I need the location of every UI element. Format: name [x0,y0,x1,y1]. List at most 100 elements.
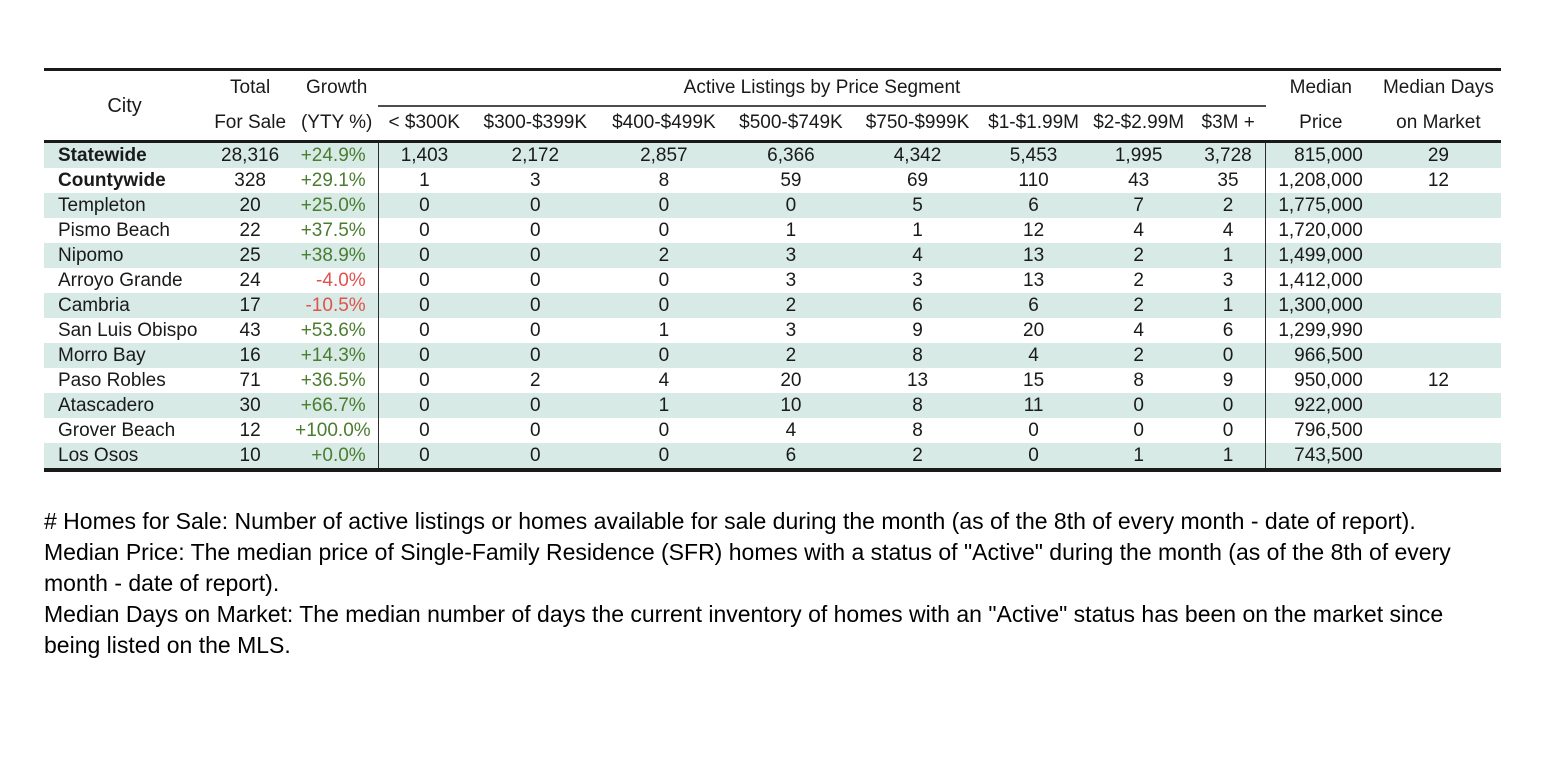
segment-cell: 0 [1028,445,1039,466]
segment-cell: 20 [780,370,802,391]
median-days-cell [1376,343,1501,368]
median-days-cell: 12 [1427,170,1449,191]
col-header-segment-5: $1-$1.99M [988,112,1079,134]
segment-cell: 2 [658,245,670,266]
segment-cell: 0 [1133,420,1144,441]
segment-cell: 0 [529,195,541,216]
segment-cell: 5,453 [980,140,1087,168]
segment-cell: 4 [1133,220,1144,241]
col-header-growth-line2: (YTY %) [300,111,373,133]
total-for-sale-cell: 328 [234,170,266,191]
segment-cell: 6 [912,295,923,316]
col-header-total-line1: Total [230,77,271,99]
table-row: Nipomo 25 +38.9% 0 0 2 3 4 13 2 1 1,499,000 [44,243,1501,268]
median-price-cell: 1,499,000 [1265,243,1376,268]
total-for-sale-cell: 10 [239,445,261,466]
segment-cell: 59 [780,170,802,191]
city-cell: Grover Beach [58,420,176,441]
segment-cell: 3 [785,245,797,266]
growth-cell: +0.0% [311,445,366,466]
segment-cell: 0 [377,218,471,243]
col-header-segment-3: $500-$749K [739,112,843,134]
segment-cell: 1 [1222,245,1234,266]
segment-cell: 6,366 [727,140,855,168]
col-header-segment-2: $400-$499K [612,112,716,134]
table-row: Grover Beach 12 +100.0% 0 0 0 4 8 0 0 0 796,500 [44,418,1501,443]
segment-cell: 6 [1028,195,1039,216]
col-header-growth-line1: Growth [306,77,368,99]
footnote-median-price: Median Price: The median price of Single… [44,539,1451,596]
segment-cell: 1 [658,395,670,416]
segment-cell: 15 [1023,370,1045,391]
table-body: Statewide 28,316 +24.9% 1,403 2,172 2,857 6,36… [44,140,1501,470]
median-days-cell [1376,318,1501,343]
segment-cell: 0 [377,443,471,470]
city-cell: Countywide [58,170,166,191]
footnote-homes-for-sale: # Homes for Sale: Number of active listi… [44,508,1416,534]
median-price-cell: 966,500 [1265,343,1376,368]
growth-cell: +14.3% [300,345,366,366]
segment-cell: 4 [912,245,923,266]
city-cell: Morro Bay [58,345,146,366]
segment-cell: 8 [912,395,923,416]
table-header: City Total Growth Active Listings by Pri… [44,69,1501,142]
segment-cell: 7 [1133,195,1144,216]
segment-cell: 0 [658,270,670,291]
segment-cell: 0 [1222,420,1234,441]
segment-cell: 2,172 [470,140,601,168]
segment-cell: 2 [1222,195,1234,216]
segment-cell: 2 [1133,345,1144,366]
segment-cell: 0 [529,420,541,441]
segment-cell: 13 [1023,245,1045,266]
total-for-sale-cell: 16 [239,345,261,366]
segment-cell: 0 [377,393,471,418]
city-cell: Pismo Beach [58,220,170,241]
city-cell: Templeton [58,195,146,216]
segment-cell: 10 [780,395,802,416]
growth-cell: -4.0% [316,270,366,291]
segment-cell: 3 [785,320,797,341]
group-header-active-listings: Active Listings by Price Segment [378,69,1266,107]
segment-cell: 9 [912,320,923,341]
segment-cell: 0 [529,270,541,291]
growth-cell: +100.0% [295,420,371,441]
growth-cell: +29.1% [300,170,366,191]
segment-cell: 1 [1222,295,1234,316]
city-cell: Cambria [58,295,130,316]
segment-cell: 9 [1222,370,1234,391]
total-for-sale-cell: 30 [239,395,261,416]
segment-cell: 0 [529,445,541,466]
total-for-sale-cell: 17 [239,295,261,316]
segment-cell: 0 [1133,395,1144,416]
median-price-cell: 950,000 [1265,368,1376,393]
segment-cell: 4,342 [854,140,981,168]
city-cell: Paso Robles [58,370,166,391]
table-row: Morro Bay 16 +14.3% 0 0 0 2 8 4 2 0 966,500 [44,343,1501,368]
growth-cell: -10.5% [305,295,366,316]
segment-cell: 0 [658,195,670,216]
segment-cell: 0 [377,243,471,268]
segment-cell: 6 [785,445,797,466]
median-days-cell [1376,293,1501,318]
growth-cell: +25.0% [300,195,366,216]
segment-cell: 1,995 [1086,140,1191,168]
city-cell: Nipomo [58,245,124,266]
total-for-sale-cell: 22 [239,220,261,241]
segment-cell: 13 [1023,270,1045,291]
segment-cell: 8 [912,420,923,441]
col-header-total-line2: For Sale [214,111,287,133]
segment-cell: 2 [1133,245,1144,266]
col-header-segment-7: $3M + [1201,112,1255,134]
segment-cell: 6 [1222,320,1234,341]
median-price-cell: 1,412,000 [1265,268,1376,293]
segment-cell: 0 [529,220,541,241]
segment-cell: 0 [377,343,471,368]
segment-cell: 13 [906,370,929,391]
footnote-median-days: Median Days on Market: The median number… [44,601,1444,658]
growth-cell: +53.6% [300,320,366,341]
col-header-segment-0: < $300K [388,112,460,134]
median-days-cell: 29 [1375,140,1501,168]
segment-cell: 0 [529,245,541,266]
city-cell: Atascadero [58,395,155,416]
city-cell: Arroyo Grande [58,270,183,291]
